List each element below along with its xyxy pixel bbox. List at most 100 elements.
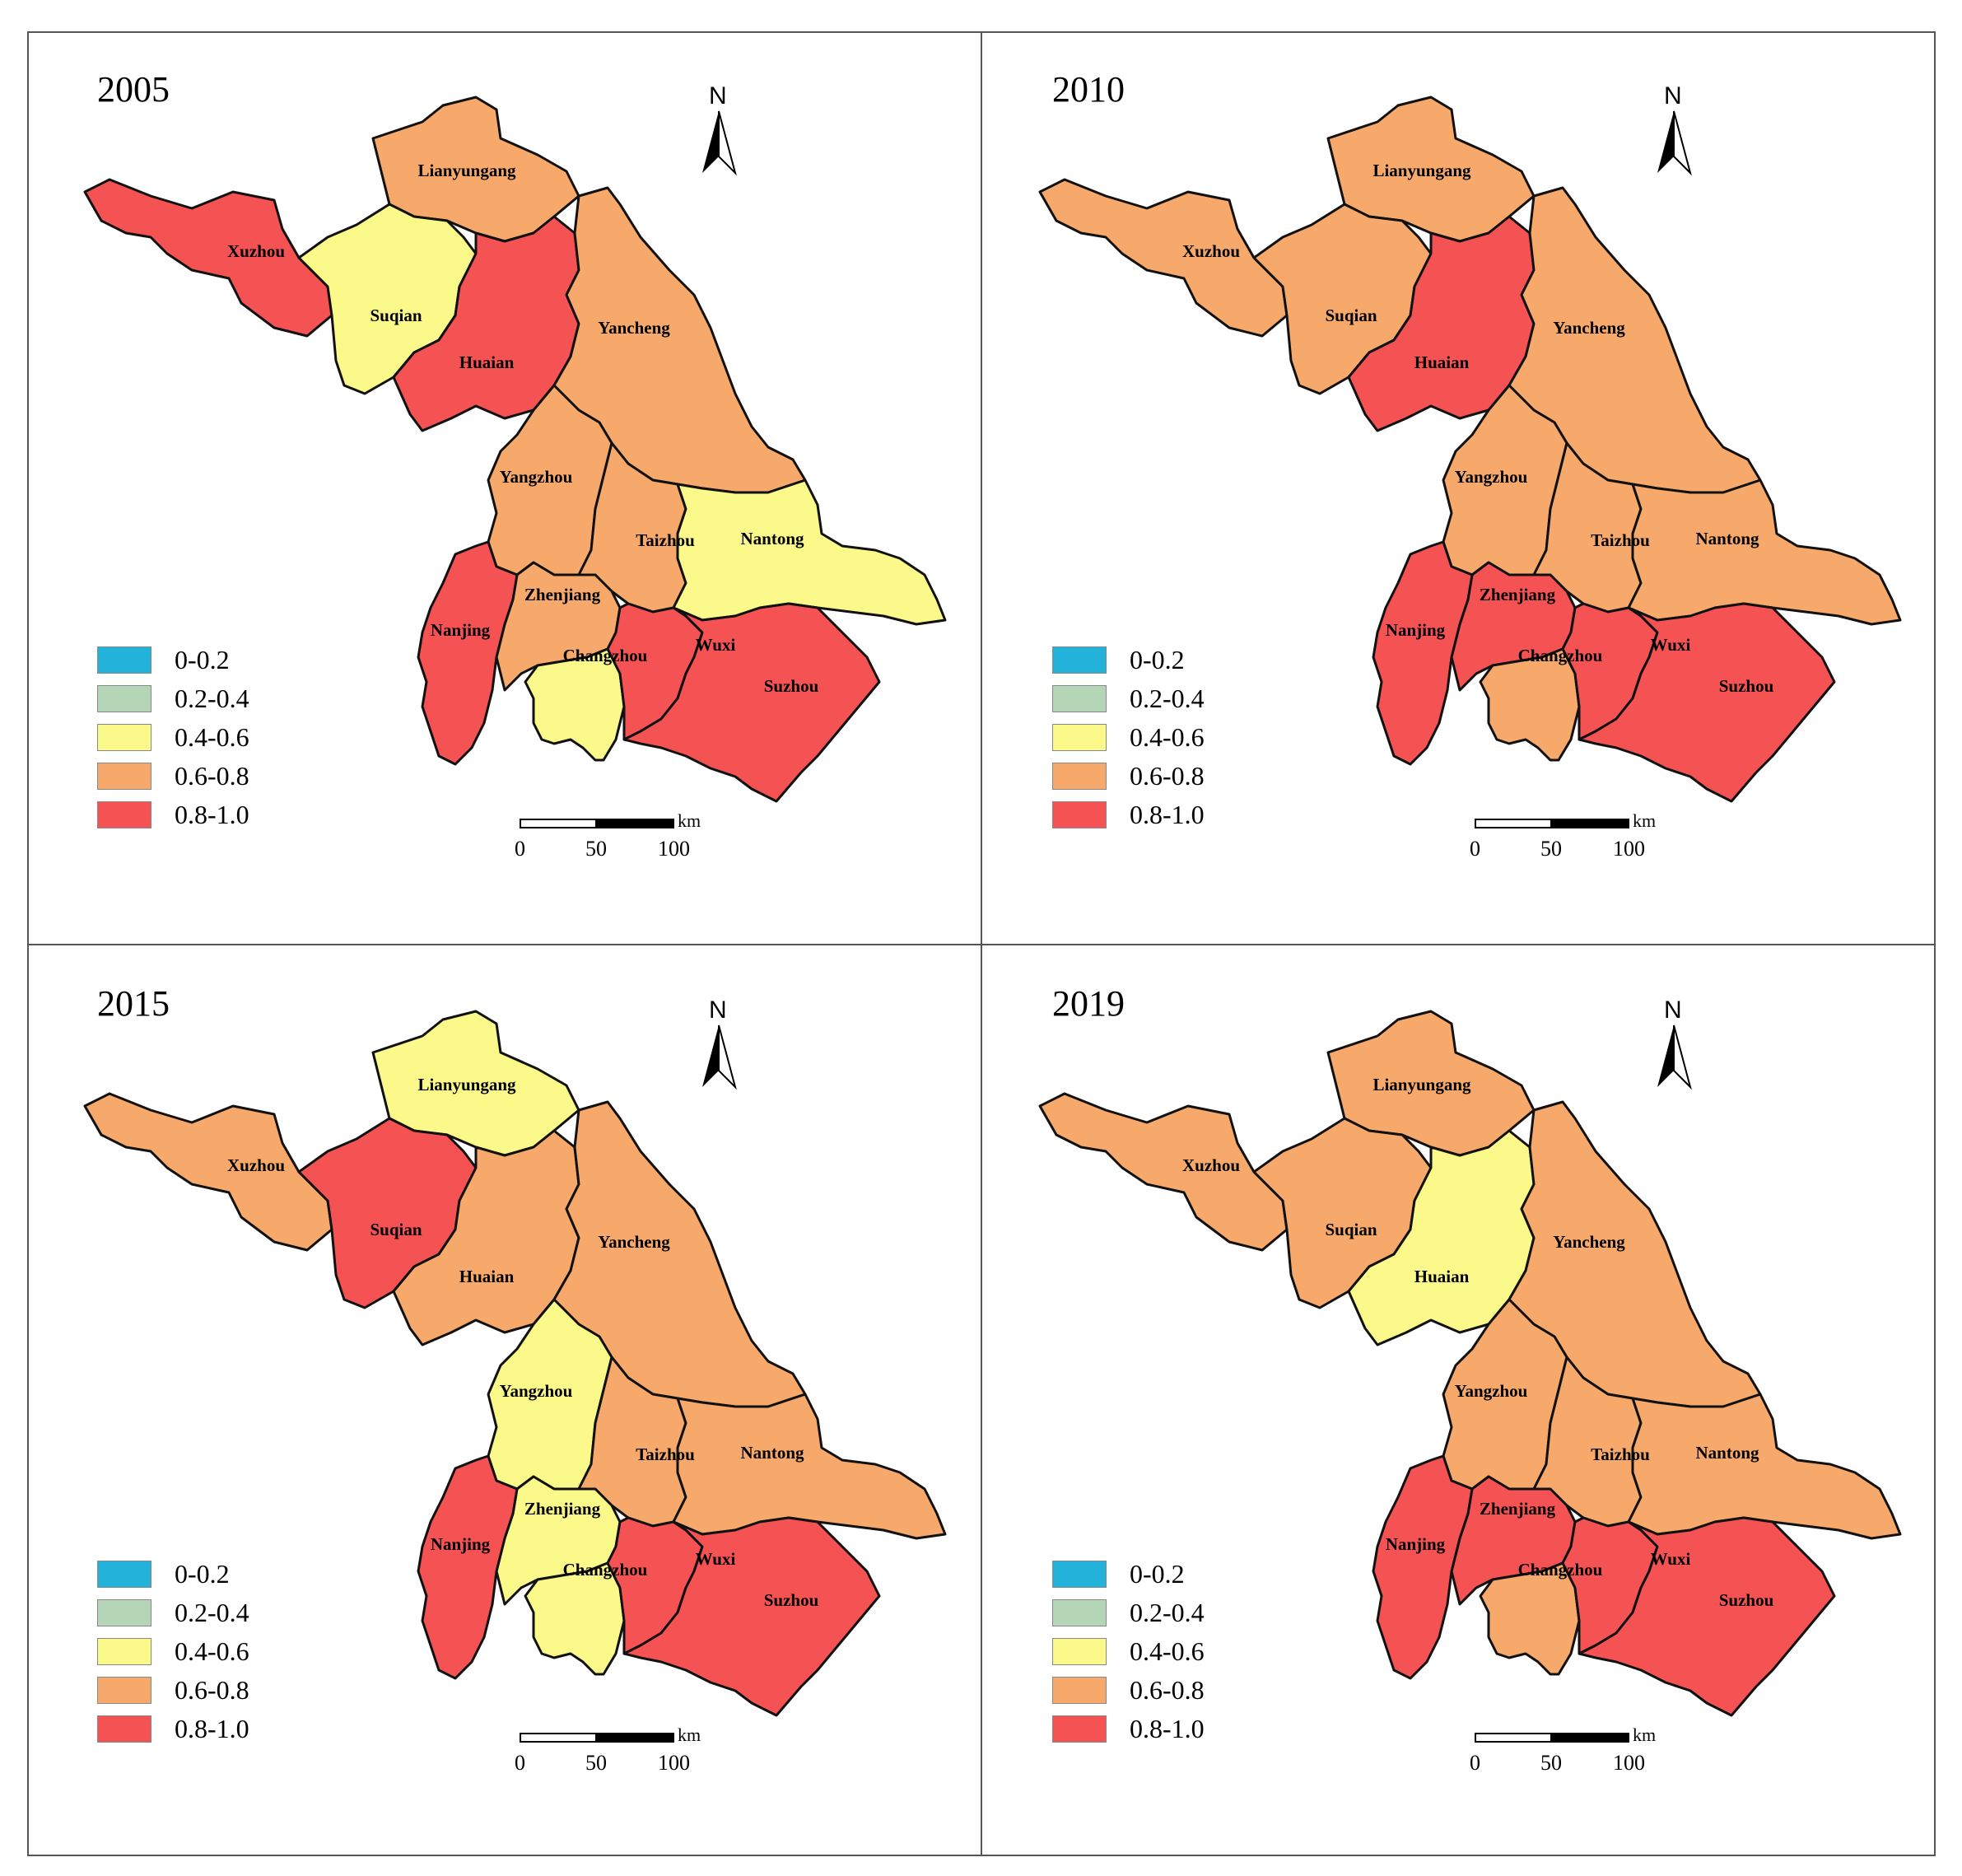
legend-swatch	[1052, 1561, 1107, 1588]
city-label-xuzhou: Xuzhou	[227, 241, 285, 261]
legend-label: 0.4-0.6	[175, 1636, 249, 1666]
legend-swatch	[1052, 724, 1107, 751]
city-label-yancheng: Yancheng	[1553, 318, 1625, 338]
city-label-wuxi: Wuxi	[696, 635, 736, 655]
legend-item: 0.4-0.6	[97, 1632, 249, 1671]
city-label-yangzhou: Yangzhou	[500, 1381, 573, 1401]
city-label-suzhou: Suzhou	[1719, 1590, 1774, 1610]
region-xuzhou	[83, 178, 333, 338]
scale-unit: km	[678, 810, 701, 831]
region-nanjing	[417, 1454, 519, 1680]
legend-item: 0.2-0.4	[97, 679, 249, 718]
city-label-yancheng: Yancheng	[598, 1232, 670, 1252]
legend-item: 0.4-0.6	[1052, 718, 1205, 757]
legend-item: 0.6-0.8	[97, 1671, 249, 1710]
legend-label: 0.4-0.6	[1130, 722, 1205, 752]
legend-label: 0.2-0.4	[175, 1598, 249, 1627]
legend-swatch	[1052, 763, 1107, 790]
region-nantong	[1627, 478, 1902, 626]
region-nanjing	[1372, 1454, 1474, 1680]
north-arrow-icon: N	[1649, 996, 1699, 1095]
legend-item: 0.8-1.0	[1052, 796, 1205, 834]
scale-tick-50: 50	[1540, 1751, 1562, 1775]
region-suzhou	[622, 1516, 881, 1717]
city-label-taizhou: Taizhou	[636, 530, 695, 550]
region-huaian	[392, 1129, 580, 1346]
north-arrow-icon: N	[694, 996, 743, 1095]
legend-label: 0.4-0.6	[175, 722, 249, 752]
city-label-nanjing: Nanjing	[431, 620, 491, 640]
city-label-xuzhou: Xuzhou	[1182, 241, 1240, 261]
legend-item: 0.4-0.6	[1052, 1632, 1205, 1671]
legend-swatch	[97, 685, 151, 712]
legend-item: 0-0.2	[97, 1555, 249, 1594]
region-huaian	[392, 215, 580, 432]
legend: 0-0.2 0.2-0.4 0.4-0.6 0.6-0.8 0.8-1.0	[97, 641, 249, 834]
region-suzhou	[1578, 1516, 1836, 1717]
city-label-changzhou: Changzhou	[563, 646, 648, 665]
scale-tick-50: 50	[1540, 837, 1562, 861]
scale-bar-black-segment	[1552, 1733, 1629, 1743]
panel-year-label: 2010	[1052, 69, 1125, 110]
region-nantong	[1627, 1393, 1902, 1540]
panel-year-label: 2015	[97, 983, 170, 1024]
scale-bar-black-segment	[1552, 819, 1629, 828]
region-huaian	[1347, 215, 1536, 432]
legend-label: 0.8-1.0	[175, 800, 249, 829]
legend-item: 0.8-1.0	[97, 796, 249, 834]
north-arrow-icon: N	[1649, 82, 1699, 181]
scale-tick-100: 100	[1613, 837, 1645, 861]
legend-swatch	[1052, 1638, 1107, 1665]
map-panel-2005: Lianyungang Xuzhou Suqian Huaian Yancheng Yan…	[27, 31, 981, 943]
panel-year-label: 2019	[1052, 983, 1125, 1024]
city-label-suqian: Suqian	[370, 306, 422, 325]
city-label-suqian: Suqian	[370, 1220, 422, 1239]
scale-tick-50: 50	[585, 1751, 607, 1775]
scale-unit: km	[1633, 810, 1657, 831]
legend-item: 0.4-0.6	[97, 718, 249, 757]
city-label-suzhou: Suzhou	[1719, 676, 1774, 696]
legend-swatch	[1052, 801, 1107, 828]
jiangsu-map: Lianyungang Xuzhou Suqian Huaian Yancheng Yan…	[83, 96, 947, 803]
region-changzhou	[1479, 647, 1581, 762]
north-arrow-shape	[702, 1024, 737, 1090]
legend-label: 0.4-0.6	[1130, 1636, 1205, 1666]
legend-label: 0.2-0.4	[1130, 684, 1205, 713]
legend-swatch	[1052, 1715, 1107, 1743]
city-label-suqian: Suqian	[1325, 306, 1377, 325]
city-label-nanjing: Nanjing	[1386, 1534, 1446, 1554]
map-panel-2010: Lianyungang Xuzhou Suqian Huaian Yancheng Yan…	[982, 31, 1936, 943]
scale-bar: km 0 50 100	[515, 810, 717, 889]
region-nantong	[672, 478, 947, 626]
scale-tick-0: 0	[515, 1751, 525, 1775]
city-label-wuxi: Wuxi	[696, 1549, 736, 1569]
city-label-lianyungang: Lianyungang	[417, 1075, 516, 1094]
legend-swatch	[1052, 1599, 1107, 1626]
scale-tick-0: 0	[515, 837, 525, 861]
legend-item: 0.2-0.4	[1052, 679, 1205, 718]
north-arrow-shape	[1657, 1024, 1692, 1090]
legend-swatch	[1052, 1677, 1107, 1704]
north-label: N	[1664, 82, 1682, 110]
city-label-suzhou: Suzhou	[764, 1590, 819, 1610]
legend-item: 0-0.2	[1052, 1555, 1205, 1594]
scale-unit: km	[1633, 1724, 1657, 1745]
region-nanjing	[1372, 540, 1474, 766]
city-label-changzhou: Changzhou	[563, 1560, 648, 1580]
city-label-zhenjiang: Zhenjiang	[1480, 585, 1556, 604]
north-arrow-icon: N	[694, 82, 743, 181]
legend-label: 0.6-0.8	[1130, 761, 1205, 791]
legend-item: 0.6-0.8	[97, 757, 249, 796]
scale-tick-0: 0	[1470, 1751, 1480, 1775]
city-label-nantong: Nantong	[740, 1443, 804, 1463]
region-nanjing	[417, 540, 519, 766]
legend-swatch	[1052, 685, 1107, 712]
city-label-yancheng: Yancheng	[598, 318, 670, 338]
legend-label: 0.8-1.0	[175, 1714, 249, 1743]
city-label-wuxi: Wuxi	[1651, 1549, 1691, 1569]
legend-label: 0-0.2	[1130, 645, 1185, 674]
jiangsu-map: Lianyungang Xuzhou Suqian Huaian Yancheng Yan…	[1038, 1010, 1902, 1717]
city-label-zhenjiang: Zhenjiang	[524, 585, 601, 604]
region-suzhou	[622, 602, 881, 803]
north-label: N	[709, 82, 727, 110]
